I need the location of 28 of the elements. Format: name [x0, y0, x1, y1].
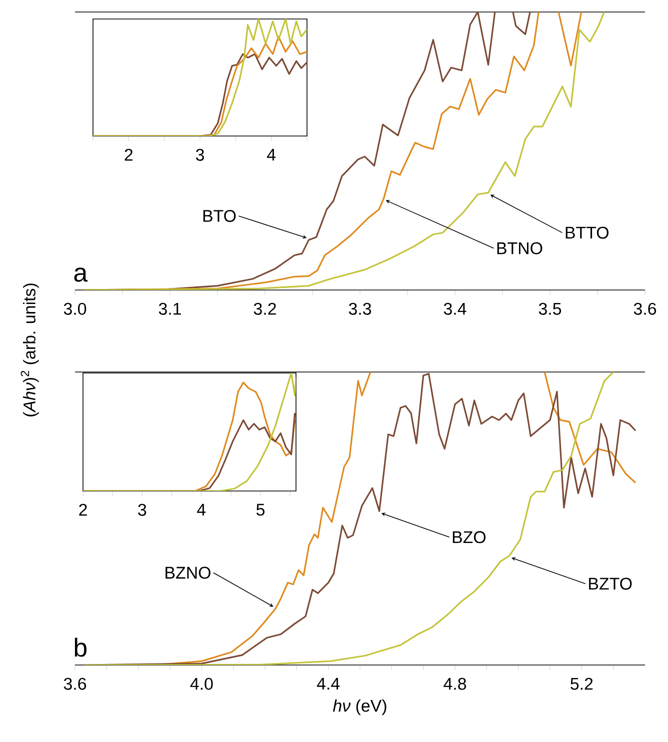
x-tick-label: 2: [79, 504, 87, 516]
annotation: BZNO: [166, 566, 210, 579]
x-tick-label: 3.4: [444, 302, 466, 315]
x-axis-title: hν (eV): [332, 699, 386, 716]
x-tick-label: 4.4: [316, 678, 340, 690]
x-tick-label: 5: [256, 504, 264, 516]
annotation: BZTO: [589, 578, 632, 590]
annotation: b: [74, 638, 87, 657]
x-tick-label: 3: [138, 504, 146, 516]
x-tick-label: 2: [124, 148, 133, 161]
x-tick-label: 4.0: [190, 678, 213, 690]
annotation: BTNO: [497, 242, 542, 254]
annotation: a: [74, 268, 88, 282]
x-tick-label: 3.2: [254, 302, 276, 315]
x-tick-label: 4: [267, 148, 276, 160]
x-tick-label: 3.5: [538, 302, 562, 315]
annotation: BTTO: [566, 226, 608, 239]
x-tick-label: 4.8: [444, 678, 466, 690]
x-tick-label: 3.1: [158, 302, 181, 315]
x-tick-label: 3.6: [64, 678, 86, 690]
x-tick-label: 3.3: [348, 302, 372, 315]
x-tick-label: 3.0: [64, 302, 86, 315]
x-tick-label: 5.2: [570, 678, 593, 690]
annotation: BZO: [452, 531, 486, 544]
annotation: BTO: [203, 210, 236, 222]
x-tick-label: 3.6: [634, 302, 656, 315]
x-tick-label: 3: [196, 148, 204, 161]
x-tick-label: 4: [197, 504, 206, 516]
